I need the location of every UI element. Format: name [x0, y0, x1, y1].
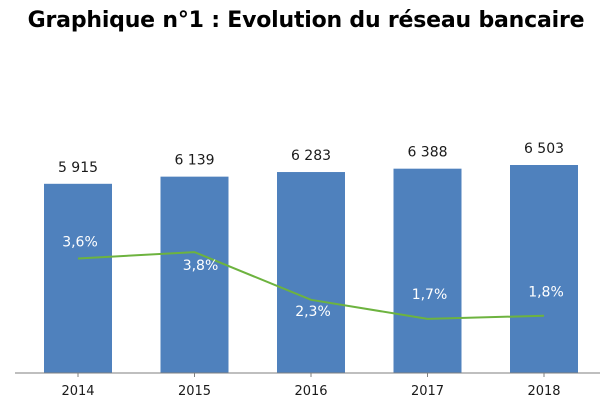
line-value-label-2014: 3,6% [62, 234, 98, 250]
bar-value-label-2018: 6 503 [524, 141, 564, 157]
x-axis-ticks: 2014 2015 2016 2017 2018 [61, 373, 561, 399]
bars-layer [44, 165, 578, 373]
x-tick-label-2016: 2016 [294, 384, 327, 399]
x-tick-label-2014: 2014 [61, 384, 94, 399]
bar-value-label-2014: 5 915 [58, 160, 98, 176]
line-layer [77, 251, 545, 320]
bar-value-label-2017: 6 388 [407, 145, 447, 161]
bar-2016 [277, 172, 345, 373]
line-value-label-2016: 2,3% [295, 304, 331, 320]
bar-value-label-2016: 6 283 [291, 148, 331, 164]
chart-title: Graphique n°1 : Evolution du réseau banc… [27, 8, 585, 33]
bar-2014 [44, 183, 112, 373]
bar-2018 [510, 165, 578, 373]
labels-layer: 5 915 6 139 6 283 6 388 6 503 3,6% 3,8% 2,3% 1,7… [58, 141, 564, 320]
bar-2017 [393, 168, 462, 373]
x-tick-label-2017: 2017 [411, 384, 444, 399]
x-tick-label-2015: 2015 [178, 384, 211, 399]
line-value-label-2018: 1,8% [528, 285, 564, 301]
x-tick-label-2018: 2018 [527, 384, 560, 399]
line-value-label-2015: 3,8% [183, 258, 219, 274]
line-value-label-2017: 1,7% [412, 287, 448, 303]
bar-value-label-2015: 6 139 [174, 153, 214, 169]
bar-2015 [160, 176, 229, 373]
